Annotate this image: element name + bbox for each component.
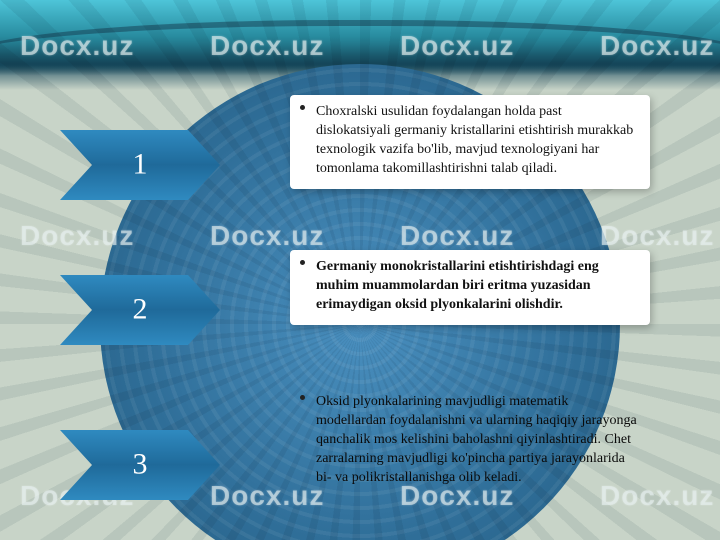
chevron-number: 3 <box>60 447 220 481</box>
chevron-2: 2 <box>60 275 220 345</box>
chevron-number: 2 <box>60 292 220 326</box>
watermark-text: Docx.uz <box>400 220 514 252</box>
text-card-3: Oksid plyonkalarining mavjudligi matemat… <box>290 385 650 497</box>
watermark-text: Docx.uz <box>600 30 714 62</box>
chevron-number: 1 <box>60 147 220 181</box>
text-card-2: Germaniy monokristallarini etishtirishda… <box>290 250 650 325</box>
card-text: Choxralski usulidan foydalangan holda pa… <box>316 104 633 176</box>
card-text: Oksid plyonkalarining mavjudligi matemat… <box>316 394 637 485</box>
bullet-icon <box>300 260 305 265</box>
watermark-text: Docx.uz <box>20 30 134 62</box>
text-card-1: Choxralski usulidan foydalangan holda pa… <box>290 95 650 189</box>
chevron-1: 1 <box>60 130 220 200</box>
watermark-text: Docx.uz <box>600 220 714 252</box>
watermark-text: Docx.uz <box>210 30 324 62</box>
bullet-icon <box>300 395 305 400</box>
watermark-text: Docx.uz <box>400 30 514 62</box>
slide-stage: Docx.uz Docx.uz Docx.uz Docx.uz Docx.uz Docx.… <box>0 0 720 540</box>
watermark-text: Docx.uz <box>210 220 324 252</box>
card-text: Germaniy monokristallarini etishtirishda… <box>316 259 599 312</box>
bullet-icon <box>300 105 305 110</box>
chevron-3: 3 <box>60 430 220 500</box>
watermark-text: Docx.uz <box>20 220 134 252</box>
